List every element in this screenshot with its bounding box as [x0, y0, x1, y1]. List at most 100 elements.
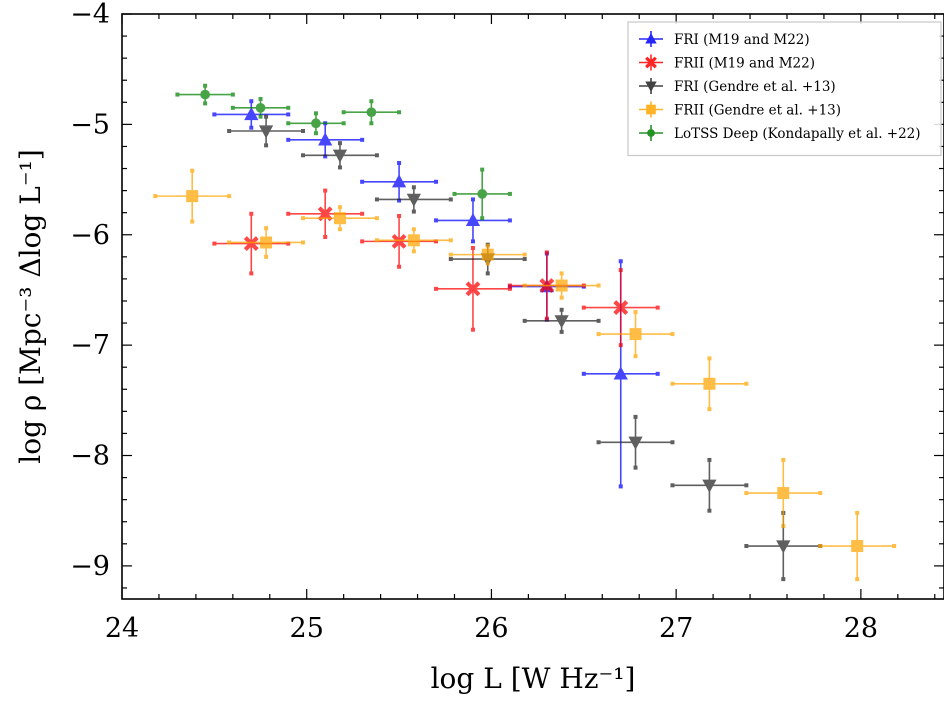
- error-cap: [818, 491, 823, 496]
- point-marker: [702, 479, 717, 493]
- error-cap: [337, 141, 342, 146]
- error-cap: [203, 83, 208, 88]
- error-cap: [203, 101, 208, 106]
- error-cap: [190, 168, 195, 173]
- error-cap: [249, 211, 254, 216]
- error-cap: [781, 577, 786, 582]
- legend-entry: [639, 101, 663, 118]
- legend-marker: [647, 129, 655, 137]
- y-tick-label: −8: [70, 441, 110, 472]
- y-tick-label: −7: [70, 330, 110, 361]
- error-cap: [286, 121, 291, 126]
- error-cap: [337, 227, 342, 232]
- error-cap: [596, 318, 601, 323]
- y-tick-label: −9: [70, 551, 110, 582]
- error-cap: [411, 227, 416, 232]
- point-marker: [613, 300, 629, 316]
- error-cap: [559, 271, 564, 276]
- error-cap: [374, 238, 379, 243]
- error-cap: [397, 264, 402, 269]
- error-cap: [707, 407, 712, 412]
- legend-label: FRII (Gendre et al. +13): [674, 103, 841, 119]
- error-cap: [670, 332, 675, 337]
- error-cap: [781, 457, 786, 462]
- error-cap: [744, 544, 749, 549]
- point-marker: [391, 174, 407, 188]
- error-cap: [618, 343, 623, 348]
- error-cap: [301, 216, 306, 221]
- error-cap: [313, 111, 318, 116]
- x-axis-label: log L [W Hz⁻¹]: [431, 662, 636, 695]
- error-cap: [470, 197, 475, 202]
- point-marker: [406, 193, 421, 207]
- error-cap: [411, 249, 416, 254]
- data-point: [374, 185, 453, 214]
- error-cap: [190, 219, 195, 224]
- error-cap: [411, 185, 416, 190]
- plot-frame: [121, 13, 944, 600]
- error-cap: [596, 440, 601, 445]
- data-point: [374, 227, 453, 254]
- point-marker: [407, 234, 420, 247]
- point-marker: [366, 107, 377, 118]
- error-cap: [258, 96, 263, 101]
- error-cap: [369, 99, 374, 104]
- x-tick-label: 26: [474, 613, 508, 644]
- error-cap: [249, 125, 254, 130]
- x-tick-label: 24: [105, 613, 139, 644]
- x-tick-label: 28: [844, 613, 878, 644]
- error-cap: [286, 137, 291, 142]
- error-cap: [744, 491, 749, 496]
- point-marker: [776, 540, 791, 554]
- data-point: [301, 205, 379, 232]
- point-marker: [481, 248, 494, 261]
- error-cap: [374, 153, 379, 158]
- error-cap: [507, 191, 512, 196]
- error-cap: [397, 110, 402, 115]
- error-cap: [448, 252, 453, 257]
- data-point: [522, 307, 601, 334]
- error-cap: [301, 240, 306, 245]
- error-cap: [397, 198, 402, 203]
- data-point: [153, 168, 232, 224]
- error-cap: [480, 216, 485, 221]
- legend-entry: [639, 54, 663, 71]
- error-cap: [175, 92, 180, 97]
- error-cap: [596, 332, 601, 337]
- error-cap: [397, 161, 402, 166]
- error-cap: [369, 121, 374, 126]
- point-marker: [311, 118, 321, 129]
- series-1: [212, 188, 660, 348]
- data-point: [670, 356, 749, 412]
- error-cap: [258, 114, 263, 119]
- data-point: [670, 457, 749, 513]
- point-marker: [333, 212, 346, 225]
- point-marker: [243, 236, 259, 252]
- point-marker: [318, 132, 333, 146]
- error-cap: [448, 257, 453, 262]
- data-point: [448, 243, 527, 266]
- point-marker: [703, 377, 716, 390]
- data-point: [522, 271, 601, 300]
- error-cap: [323, 154, 328, 159]
- error-cap: [286, 241, 291, 246]
- data-point: [818, 510, 897, 582]
- error-cap: [507, 286, 512, 291]
- legend-label: FRI (Gendre et al. +13): [674, 79, 836, 95]
- error-cap: [485, 271, 490, 276]
- series-2: [227, 114, 823, 582]
- point-marker: [200, 89, 210, 100]
- point-marker: [613, 366, 628, 380]
- data-point: [434, 197, 512, 244]
- data-point: [227, 114, 306, 148]
- error-cap: [744, 483, 749, 488]
- point-marker: [629, 328, 642, 341]
- error-cap: [337, 205, 342, 210]
- series-0: [212, 99, 660, 489]
- error-cap: [452, 191, 457, 196]
- data-point: [434, 246, 512, 332]
- data-point: [286, 121, 365, 159]
- error-cap: [633, 310, 638, 315]
- point-marker: [186, 190, 199, 203]
- error-cap: [633, 354, 638, 359]
